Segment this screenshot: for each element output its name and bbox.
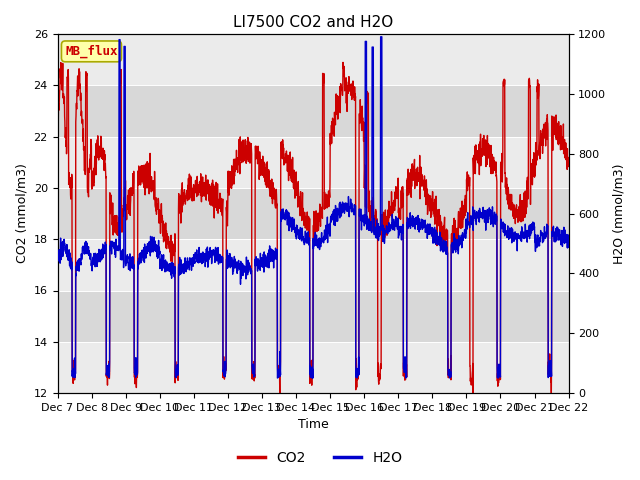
Y-axis label: H2O (mmol/m3): H2O (mmol/m3) <box>612 163 625 264</box>
Bar <box>58 137 568 188</box>
Title: LI7500 CO2 and H2O: LI7500 CO2 and H2O <box>233 15 393 30</box>
X-axis label: Time: Time <box>298 419 328 432</box>
Y-axis label: CO2 (mmol/m3): CO2 (mmol/m3) <box>15 164 28 264</box>
Legend: CO2, H2O: CO2, H2O <box>232 445 408 471</box>
Text: MB_flux: MB_flux <box>65 45 118 58</box>
Bar <box>58 34 568 85</box>
Bar <box>58 342 568 393</box>
Bar <box>58 239 568 290</box>
